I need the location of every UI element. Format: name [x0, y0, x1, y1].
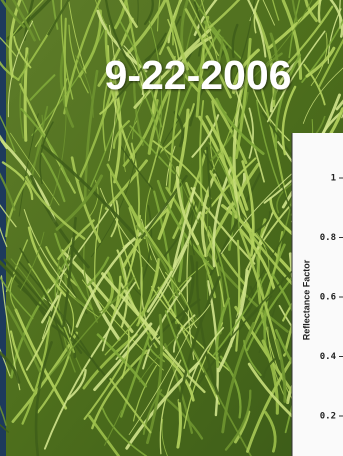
y-axis-label: Reflectance Factor [301, 259, 311, 340]
page: 9-22-2006 Reflectance Factor 1 0.8 0.6 0.4 0… [0, 0, 343, 456]
screenshot: 9-22-2006 Reflectance Factor 1 0.8 0.6 0.4 0… [0, 0, 343, 456]
y-tick-label: 0.8 [320, 233, 336, 243]
grass-blade [65, 19, 66, 106]
inset-chart: Reflectance Factor 1 0.8 0.6 0.4 0.2 [292, 133, 343, 456]
y-tick-label: 0.2 [320, 412, 336, 422]
date-stamp: 9-22-2006 [105, 52, 292, 98]
y-tick-label: 0.4 [320, 352, 337, 362]
y-tick-label: 0.6 [320, 293, 336, 303]
y-tick-label: 1 [331, 174, 336, 184]
